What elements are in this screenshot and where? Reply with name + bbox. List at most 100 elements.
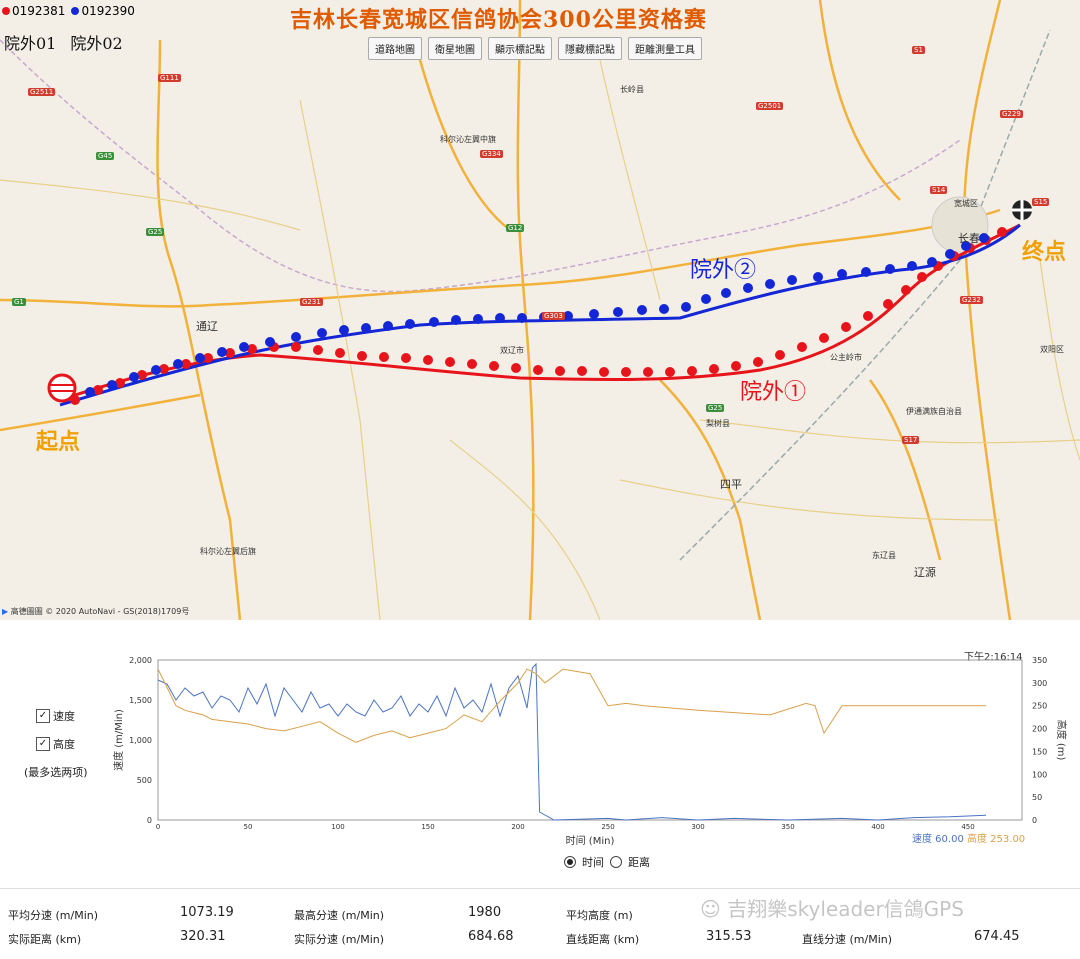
x-axis-label: 时间 (Min) <box>566 834 615 847</box>
pigeon-legend: 0192381 0192390 <box>2 4 135 18</box>
pigeon1-legend: 0192381 <box>2 4 65 18</box>
y-left-tick-label: 2,000 <box>129 656 152 665</box>
place-label: 通辽 <box>196 320 218 333</box>
y-left-tick-label: 500 <box>137 776 152 785</box>
road-map-button[interactable]: 道路地圖 <box>368 37 422 60</box>
route-label-2: 院外02 <box>70 34 123 53</box>
y-right-tick-label: 200 <box>1032 725 1047 734</box>
route2-map-label: 院外② <box>690 258 757 283</box>
x-tick-label: 0 <box>156 823 160 831</box>
x-tick-label: 200 <box>511 823 524 831</box>
height-series-line <box>157 668 986 743</box>
actual-distance-label: 实际距离 (km) <box>8 933 82 946</box>
straight-distance-label: 直线距离 (km) <box>566 933 640 946</box>
route2-line <box>59 223 1021 407</box>
y-left-axis-label: 速度 (m/Min) <box>112 709 125 771</box>
chart-timestamp: 下午2:16:14 <box>964 652 1023 663</box>
place-label: 梨树县 <box>706 419 730 428</box>
route-label-1: 院外01 <box>4 34 57 53</box>
chart-frame <box>157 659 1023 821</box>
avg-height-label: 平均高度 (m) <box>566 909 633 922</box>
road-shield: G12 <box>506 224 525 232</box>
road-shield: G25 <box>706 404 725 412</box>
x-tick-label: 350 <box>781 823 794 831</box>
satellite-map-button[interactable]: 衛星地圖 <box>428 37 482 60</box>
hide-markers-button[interactable]: 隱藏標記點 <box>558 37 622 60</box>
x-tick-label: 100 <box>331 823 344 831</box>
x-axis-mode: 时间 距离 <box>564 854 650 870</box>
road-shield: S17 <box>902 436 920 444</box>
place-label: 宽城区 <box>954 199 978 208</box>
x-tick-label: 400 <box>871 823 884 831</box>
road-shield: G231 <box>300 298 323 306</box>
chart-status: 速度 60.00 高度 253.00 <box>912 830 1025 845</box>
route1-map-label: 院外① <box>740 380 807 405</box>
distance-tool-button[interactable]: 距離測量工具 <box>628 37 702 60</box>
place-label: 公主岭市 <box>830 353 862 362</box>
start-label: 起点 <box>36 429 81 455</box>
place-label: 双阳区 <box>1040 345 1064 354</box>
place-label: 长岭县 <box>620 85 644 94</box>
actual-speed-label: 实际分速 (m/Min) <box>294 933 385 946</box>
place-label: 科尔沁左翼中旗 <box>440 135 496 144</box>
stats-panel: 平均分速 (m/Min) 1073.19 最高分速 (m/Min) 1980 平… <box>0 888 1080 959</box>
end-label: 终点 <box>1022 239 1067 265</box>
speed-series-line <box>157 662 987 821</box>
y-right-axis-label: 高度 (m) <box>1055 720 1068 761</box>
x-tick-label: 150 <box>421 823 434 831</box>
place-label: 科尔沁左翼后旗 <box>200 547 256 556</box>
y-right-tick-label: 300 <box>1032 679 1047 688</box>
x-tick-label: 50 <box>244 823 253 831</box>
blue-pin-icon <box>71 7 80 15</box>
y-left-tick-label: 1,000 <box>129 736 152 745</box>
road-shield: G2511 <box>28 88 56 96</box>
watermark: ☺ 吉翔樂skyleader信鴿GPS <box>700 897 964 921</box>
radio-distance[interactable] <box>610 856 622 868</box>
route-labels: 院外01 院外02 <box>4 30 123 54</box>
straight-speed-value: 674.45 <box>974 929 1020 944</box>
road-shield: G25 <box>146 228 165 236</box>
x-tick-label: 450 <box>961 823 974 831</box>
road-shield: G232 <box>960 296 983 304</box>
max-speed-value: 1980 <box>468 905 502 920</box>
actual-distance-value: 320.31 <box>180 929 226 944</box>
y-right-tick-label: 250 <box>1032 702 1047 711</box>
speed-checkbox[interactable]: ✓ 速度 <box>36 708 75 724</box>
checkbox-check-icon: ✓ <box>36 709 50 723</box>
height-checkbox[interactable]: ✓ 高度 <box>36 736 75 752</box>
status-height: 高度 253.00 <box>967 834 1026 845</box>
place-label: 东辽县 <box>872 551 896 560</box>
straight-speed-label: 直线分速 (m/Min) <box>802 933 893 946</box>
y-right-tick-label: 150 <box>1032 747 1047 756</box>
show-markers-button[interactable]: 顯示標記點 <box>488 37 552 60</box>
map-toolbar: 道路地圖 衛星地圖 顯示標記點 隱藏標記點 距離測量工具 <box>368 37 702 60</box>
straight-distance-value: 315.53 <box>706 929 752 944</box>
checkbox-check-icon: ✓ <box>36 737 50 751</box>
road-shield: S1 <box>912 46 925 54</box>
y-right-tick-label: 0 <box>1032 816 1037 825</box>
road-shield: S14 <box>930 186 948 194</box>
x-tick-label: 300 <box>691 823 704 831</box>
radio-time[interactable] <box>564 856 576 868</box>
y-right-tick-label: 50 <box>1032 793 1042 802</box>
map-canvas <box>0 0 1080 620</box>
place-label: 辽源 <box>914 566 936 579</box>
wechat-icon: ☺ <box>700 897 721 921</box>
road-shield: G45 <box>96 152 115 160</box>
x-tick-label: 250 <box>601 823 614 831</box>
place-label: 长春 <box>958 232 980 245</box>
road-shield: G1 <box>12 298 26 306</box>
y-right-tick-label: 100 <box>1032 770 1047 779</box>
speed-height-chart: 05001,0001,5002,000050100150200250300350… <box>112 656 1068 847</box>
y-left-tick-label: 0 <box>147 816 152 825</box>
road-shield: G2501 <box>756 102 784 110</box>
red-pin-icon <box>2 7 10 15</box>
road-shield: G111 <box>158 74 181 82</box>
road-shield: G334 <box>480 150 503 158</box>
status-speed: 速度 60.00 <box>912 834 964 845</box>
road-shield: G303 <box>542 312 565 320</box>
place-label: 四平 <box>720 478 742 491</box>
map-view[interactable]: 0192381 0192390 院外01 院外02 吉林长春宽城区信鸽协会300… <box>0 0 1080 620</box>
road-shield: S15 <box>1032 198 1050 206</box>
y-right-tick-label: 350 <box>1032 656 1047 665</box>
